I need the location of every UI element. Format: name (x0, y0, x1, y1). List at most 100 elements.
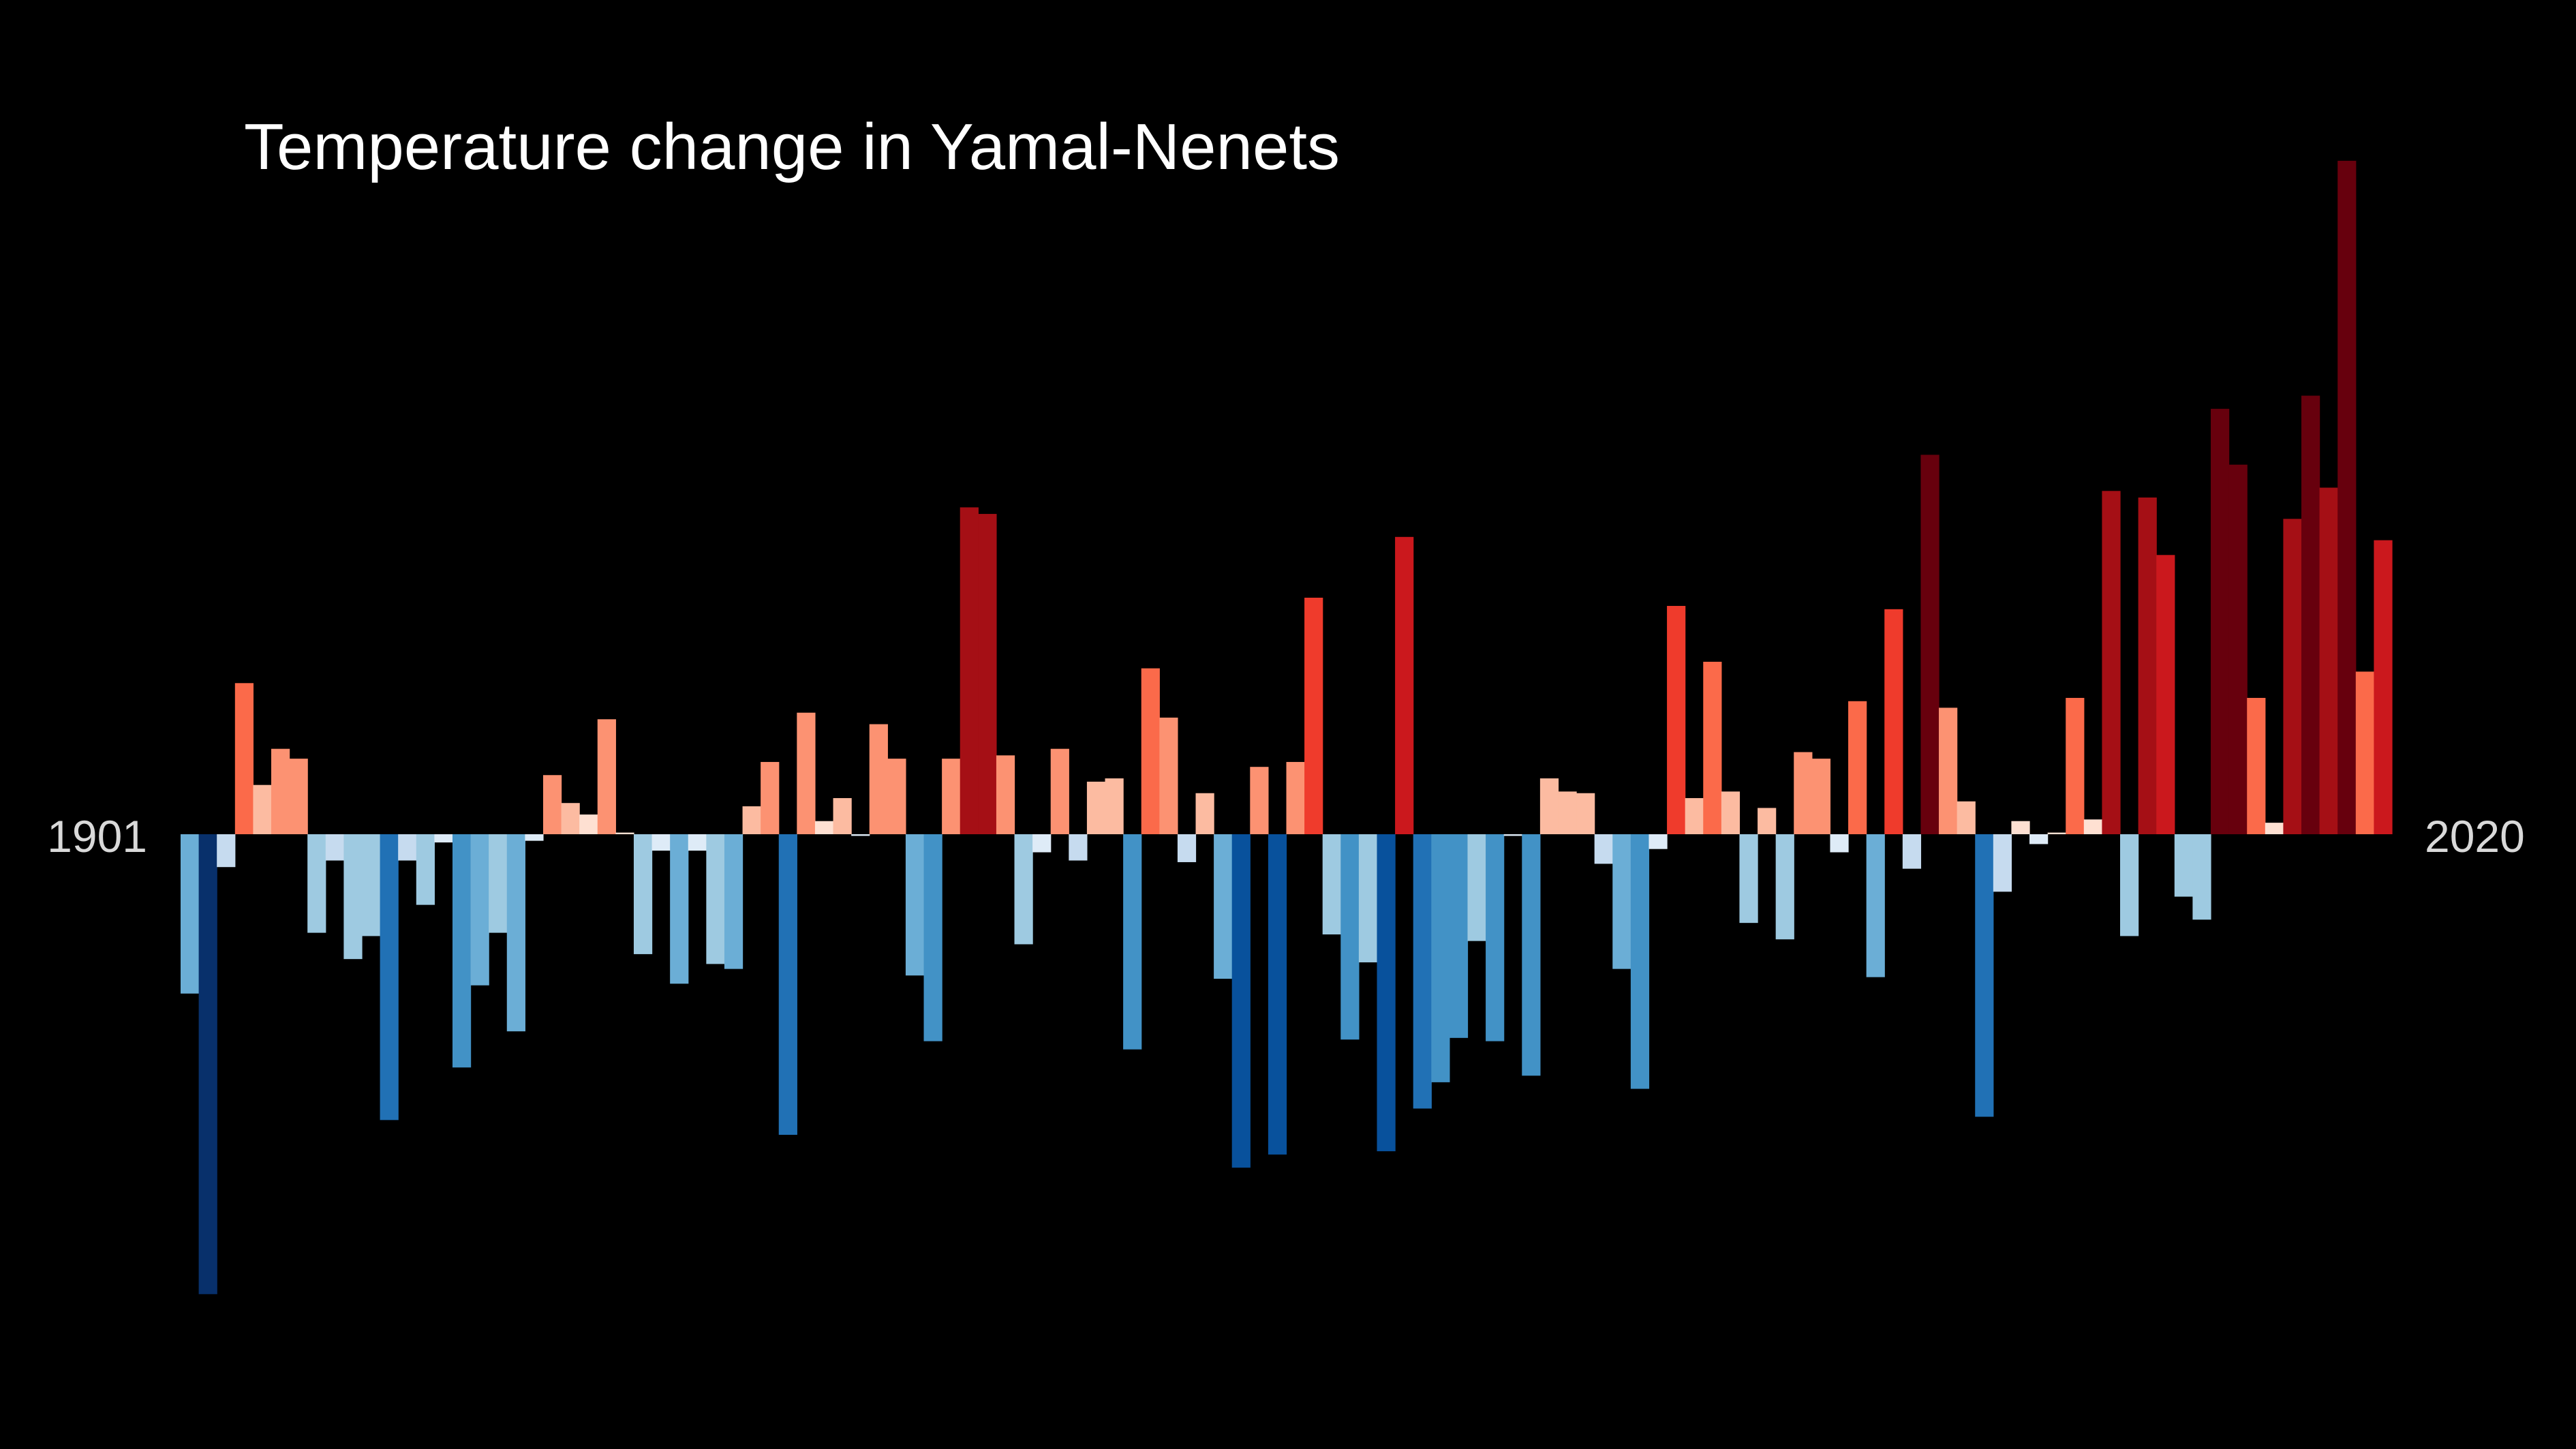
bar-1976 (1539, 778, 1559, 834)
bar-1969 (1413, 834, 1432, 1109)
bar-2015 (2247, 697, 2266, 834)
bar-1903 (217, 834, 236, 868)
bar-2008 (2120, 834, 2139, 936)
end-year-label: 2020 (2425, 811, 2525, 861)
bar-2003 (2029, 834, 2049, 844)
bar-1961 (1268, 834, 1287, 1155)
bar-1938 (851, 834, 870, 836)
bar-1956 (1177, 834, 1197, 862)
bar-2005 (2066, 697, 2085, 834)
bar-1996 (1902, 834, 1922, 869)
bar-1958 (1214, 834, 1233, 979)
bar-1986 (1721, 791, 1741, 834)
bar-1973 (1486, 834, 1505, 1041)
bar-1987 (1739, 834, 1758, 924)
bar-1982 (1649, 834, 1668, 849)
bar-1925 (615, 832, 634, 834)
bar-1985 (1703, 661, 1722, 834)
bar-2006 (2083, 819, 2103, 834)
start-year-label: 1901 (47, 811, 147, 861)
bar-2004 (2047, 832, 2066, 834)
bar-1947 (1014, 834, 1033, 945)
bar-1926 (633, 834, 653, 954)
bar-1917 (470, 834, 489, 986)
bar-1990 (1794, 752, 1813, 834)
bar-1902 (198, 834, 217, 1294)
bar-1904 (234, 683, 254, 834)
bar-1978 (1576, 793, 1595, 834)
bar-1918 (489, 834, 508, 933)
bar-2018 (2301, 395, 2320, 834)
bar-1992 (1830, 834, 1849, 853)
bar-1931 (724, 834, 743, 969)
bar-1942 (923, 834, 942, 1041)
bar-1948 (1032, 834, 1052, 853)
bar-1941 (905, 834, 925, 976)
bar-1993 (1848, 701, 1867, 834)
bar-1910 (343, 834, 363, 960)
bar-1972 (1467, 834, 1486, 941)
bar-2001 (1993, 834, 2012, 892)
bar-1907 (289, 759, 308, 834)
bar-2021 (2355, 671, 2374, 834)
bar-1927 (651, 834, 671, 851)
bar-1953 (1123, 834, 1142, 1050)
bar-2019 (2319, 487, 2338, 834)
bar-2009 (2138, 497, 2157, 834)
bar-1971 (1449, 834, 1469, 1038)
bar-1979 (1594, 834, 1613, 864)
bar-1901 (181, 834, 200, 994)
bar-2011 (2174, 834, 2194, 897)
bar-1940 (887, 759, 906, 834)
bar-1967 (1377, 834, 1396, 1152)
bar-1928 (670, 834, 689, 984)
bar-1937 (833, 797, 852, 834)
bar-2012 (2192, 834, 2211, 920)
bar-1932 (742, 806, 761, 834)
bar-1949 (1050, 748, 1069, 834)
bar-1966 (1358, 834, 1378, 962)
bar-1998 (1939, 707, 1958, 834)
bar-1954 (1141, 668, 1160, 834)
bar-1962 (1286, 761, 1305, 834)
bar-1916 (452, 834, 472, 1068)
bar-1965 (1340, 834, 1360, 1040)
bar-1957 (1195, 793, 1214, 834)
bar-1911 (361, 834, 381, 936)
bar-1906 (271, 748, 290, 834)
bar-1930 (706, 834, 725, 964)
bar-1914 (416, 834, 435, 905)
bar-1995 (1884, 609, 1903, 834)
bar-2000 (1975, 834, 1994, 1117)
bar-2007 (2102, 491, 2121, 834)
bar-1977 (1558, 791, 1577, 834)
bar-2010 (2156, 555, 2175, 834)
bar-1963 (1304, 597, 1323, 834)
bar-1946 (996, 755, 1015, 834)
bar-1959 (1231, 834, 1251, 1168)
bar-1922 (561, 803, 580, 834)
bar-1943 (942, 759, 961, 834)
bar-1913 (398, 834, 417, 861)
bar-1944 (960, 507, 979, 834)
bar-1912 (380, 834, 399, 1120)
bar-1924 (597, 719, 616, 834)
bars-group (181, 160, 2393, 1294)
bar-1988 (1758, 808, 1777, 834)
bar-1905 (253, 784, 272, 834)
bar-1934 (778, 834, 797, 1135)
bar-1974 (1503, 834, 1522, 836)
bar-1933 (761, 761, 780, 834)
bar-1999 (1957, 801, 1976, 834)
bar-1991 (1811, 759, 1831, 834)
bar-1921 (542, 775, 562, 834)
bar-1952 (1105, 778, 1124, 834)
bar-1983 (1667, 606, 1686, 834)
bar-2002 (2011, 821, 2030, 834)
bar-1936 (814, 821, 834, 834)
bar-2013 (2211, 408, 2230, 834)
bar-1919 (506, 834, 525, 1032)
bar-1923 (579, 814, 598, 834)
bar-1915 (434, 834, 453, 843)
